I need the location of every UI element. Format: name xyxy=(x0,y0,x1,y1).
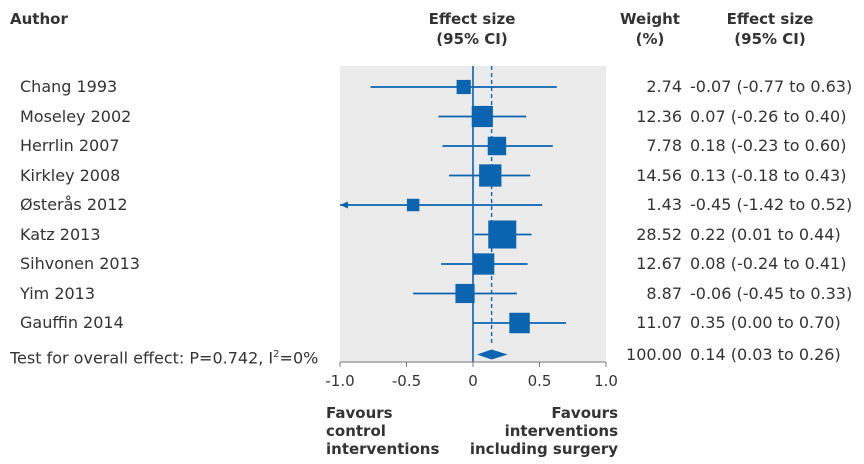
study-weight: 8.87 xyxy=(646,283,682,303)
study-author: Gauffin 2014 xyxy=(20,313,124,332)
effect-marker xyxy=(456,79,471,95)
effect-marker xyxy=(471,105,493,128)
header-weight-line2: (%) xyxy=(635,30,665,48)
effect-marker xyxy=(455,283,475,304)
overall-diamond xyxy=(476,349,508,360)
favours-control-line1: Favours xyxy=(326,404,393,422)
study-ci: 0.35 (0.00 to 0.70) xyxy=(690,313,841,332)
study-author: Chang 1993 xyxy=(20,77,118,96)
overall-label-suffix: =0% xyxy=(279,347,319,367)
study-ci: 0.08 (-0.24 to 0.41) xyxy=(690,254,847,273)
study-weight: 11.07 xyxy=(636,313,682,332)
header-weight: Weight (%) xyxy=(610,9,690,49)
favours-surgery-label: Favours interventions including surgery xyxy=(418,404,618,458)
study-weight: 12.67 xyxy=(636,254,682,273)
x-axis-tick-label: -1.0 xyxy=(325,372,354,390)
favours-surgery-line2: interventions xyxy=(504,422,618,440)
study-ci: 0.13 (-0.18 to 0.43) xyxy=(690,165,847,185)
effect-marker xyxy=(479,164,502,187)
study-author: Moseley 2002 xyxy=(20,106,132,126)
header-effect-size-text-line1: Effect size xyxy=(726,10,814,28)
effect-marker xyxy=(406,198,420,212)
effect-marker xyxy=(488,220,517,249)
study-weight: 7.78 xyxy=(646,136,682,155)
study-weight: 2.74 xyxy=(646,77,682,96)
overall-effect-label: Test for overall effect: P=0.742, I2=0% xyxy=(10,345,318,368)
overall-ci: 0.14 (0.03 to 0.26) xyxy=(690,344,841,364)
x-axis-tick-label: -0.5 xyxy=(392,372,421,390)
header-effect-size-plot-line1: Effect size xyxy=(428,10,516,28)
study-weight: 14.56 xyxy=(636,165,682,185)
study-ci: -0.45 (-1.42 to 0.52) xyxy=(690,195,853,214)
study-author: Sihvonen 2013 xyxy=(20,254,140,273)
effect-marker xyxy=(487,136,507,156)
effect-marker xyxy=(509,312,530,334)
favours-control-line3: interventions xyxy=(326,440,440,458)
favours-control-label: Favours control interventions xyxy=(326,404,439,458)
x-axis-tick-label: 0 xyxy=(468,372,478,390)
overall-label-text: Test for overall effect: P=0.742, I xyxy=(10,347,274,367)
favours-surgery-line3: including surgery xyxy=(469,440,618,458)
header-effect-size-text-line2: (95% CI) xyxy=(734,30,806,48)
study-ci: -0.06 (-0.45 to 0.33) xyxy=(690,283,853,303)
study-author: Kirkley 2008 xyxy=(20,165,121,185)
favours-surgery-line1: Favours xyxy=(551,404,618,422)
ci-arrow xyxy=(340,201,348,209)
header-effect-size-plot: Effect size (95% CI) xyxy=(392,9,552,49)
x-axis-tick-label: 1.0 xyxy=(594,372,618,390)
header-effect-size-text: Effect size (95% CI) xyxy=(690,9,850,49)
study-ci: 0.07 (-0.26 to 0.40) xyxy=(690,106,847,126)
header-weight-line1: Weight xyxy=(620,10,680,28)
x-axis-tick-label: 0.5 xyxy=(528,372,552,390)
effect-marker xyxy=(472,253,495,275)
study-ci: 0.18 (-0.23 to 0.60) xyxy=(690,136,847,155)
study-author: Herrlin 2007 xyxy=(20,136,120,155)
overall-weight: 100.00 xyxy=(626,344,682,364)
study-ci: -0.07 (-0.77 to 0.63) xyxy=(690,77,853,96)
header-author: Author xyxy=(10,10,68,28)
study-ci: 0.22 (0.01 to 0.44) xyxy=(690,224,841,244)
study-author: Katz 2013 xyxy=(20,224,101,244)
favours-control-line2: control xyxy=(326,422,386,440)
study-weight: 12.36 xyxy=(636,106,682,126)
header-effect-size-plot-line2: (95% CI) xyxy=(436,30,508,48)
overall-label-superscript: 2 xyxy=(273,348,280,360)
study-weight: 1.43 xyxy=(646,195,682,214)
study-author: Yim 2013 xyxy=(20,283,96,303)
study-weight: 28.52 xyxy=(636,224,682,244)
study-author: Østerås 2012 xyxy=(20,195,128,214)
